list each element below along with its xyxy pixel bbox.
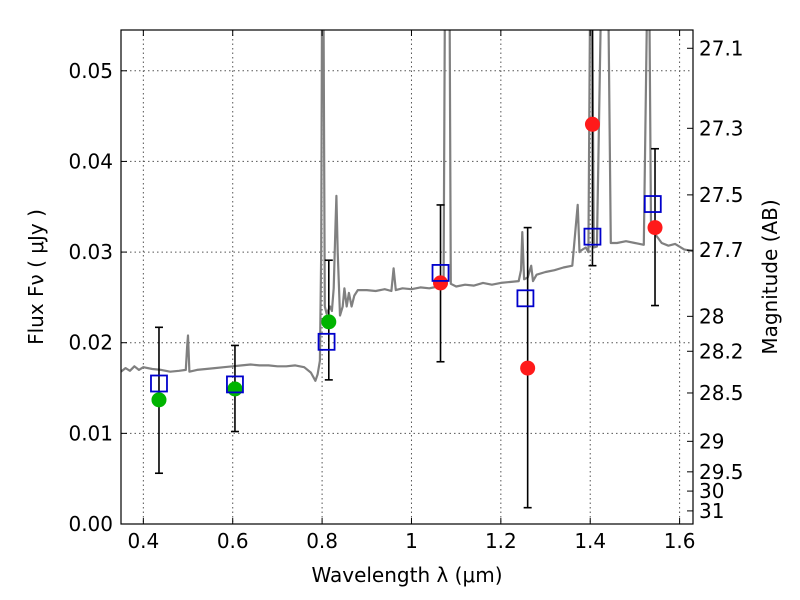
mag-tick-label: 28.2 [699, 339, 744, 363]
x-tick-label: 1.6 [664, 529, 696, 553]
axes: 0.4 0.6 0.8 1 1.2 1.4 1.6 0.00 0.01 0.02 0.03 0.04 0… [68, 30, 744, 553]
mag-tick-label: 27.7 [699, 238, 744, 262]
x-tick-label: 0.8 [306, 529, 338, 553]
model-square [516, 289, 535, 308]
green-data-point [151, 392, 167, 408]
x-tick-label: 1.2 [485, 529, 517, 553]
green-data-point [321, 314, 337, 330]
y-tick-label: 0.00 [68, 512, 113, 536]
mag-tick-label: 30 [699, 479, 724, 503]
y-tick-label: 0.04 [68, 149, 113, 173]
model-square [317, 332, 336, 351]
model-square [643, 195, 662, 213]
plot-area [121, 30, 693, 524]
red-data-point [647, 220, 663, 236]
y-tick-label: 0.01 [68, 421, 113, 445]
data-layer [121, 30, 693, 509]
red-data-point [520, 360, 536, 376]
model-square [150, 374, 168, 393]
right-axis-label: Magnitude (AB) [758, 199, 782, 354]
x-tick-label: 1.4 [574, 529, 606, 553]
mag-tick-label: 27.3 [699, 116, 744, 140]
model-square [431, 264, 450, 282]
mag-tick-label: 29.5 [699, 460, 744, 484]
plot-frame [120, 29, 694, 525]
mag-tick-label: 27.1 [699, 36, 744, 60]
mag-tick-label: 27.5 [699, 183, 744, 207]
mag-tick-label: 29 [699, 429, 724, 453]
mag-tick-label: 31 [699, 499, 724, 523]
x-tick-label: 0.6 [217, 529, 249, 553]
y-tick-label: 0.03 [68, 240, 113, 264]
y-tick-label: 0.05 [68, 59, 113, 83]
x-axis-label: Wavelength λ (μm) [311, 563, 502, 587]
model-square [583, 227, 602, 246]
y-tick-label: 0.02 [68, 331, 113, 355]
y-axis-label: Flux Fν ( μJy ) [24, 209, 48, 345]
mag-tick-label: 28.5 [699, 381, 744, 405]
model-square [226, 375, 244, 394]
red-data-point [584, 116, 600, 132]
mag-tick-label: 28 [699, 304, 724, 328]
red-data-point [433, 275, 449, 291]
x-tick-label: 1 [405, 529, 418, 553]
x-tick-label: 0.4 [127, 529, 159, 553]
green-data-point [227, 381, 243, 397]
